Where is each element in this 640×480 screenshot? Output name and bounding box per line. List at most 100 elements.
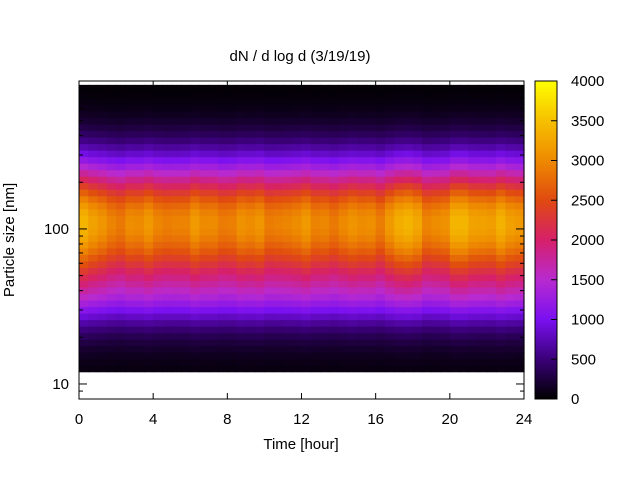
heatmap-cell — [394, 241, 405, 249]
heatmap-cell — [162, 208, 173, 216]
heatmap-cell — [264, 130, 275, 138]
heatmap-cell — [116, 326, 126, 334]
heatmap-cell — [264, 221, 275, 229]
heatmap-cell — [180, 137, 191, 145]
heatmap-cell — [477, 280, 488, 288]
heatmap-cell — [375, 241, 386, 249]
heatmap-cell — [477, 215, 488, 223]
heatmap-cell — [273, 130, 284, 138]
heatmap-cell — [282, 137, 293, 145]
heatmap-cell — [514, 339, 525, 347]
heatmap-cell — [440, 202, 451, 210]
heatmap-cell — [134, 260, 145, 268]
heatmap-cell — [459, 215, 469, 223]
heatmap-cell — [459, 104, 469, 112]
heatmap-cell — [375, 319, 386, 327]
heatmap-cell — [422, 234, 432, 242]
heatmap-cell — [301, 365, 312, 373]
heatmap-cell — [394, 104, 405, 112]
heatmap-cell — [292, 228, 303, 236]
heatmap-cell — [486, 234, 497, 242]
heatmap-cell — [338, 234, 349, 242]
heatmap-cell — [190, 143, 201, 151]
heatmap-cell — [394, 234, 405, 242]
heatmap-cell — [97, 345, 108, 353]
heatmap-cell — [153, 345, 164, 353]
heatmap-cell — [310, 150, 321, 158]
heatmap-cell — [255, 208, 266, 216]
heatmap-cell — [468, 241, 479, 249]
heatmap-cell — [255, 332, 266, 340]
heatmap-cell — [245, 91, 256, 99]
heatmap-cell — [412, 254, 423, 262]
heatmap-cell — [357, 299, 367, 308]
heatmap-cell — [459, 267, 469, 275]
heatmap-cell — [273, 234, 284, 242]
heatmap-cell — [190, 195, 201, 203]
heatmap-cell — [282, 345, 293, 353]
heatmap-cell — [180, 215, 191, 223]
heatmap-cell — [357, 97, 367, 106]
heatmap-cell — [162, 293, 173, 301]
heatmap-cell — [496, 97, 507, 106]
heatmap-cell — [199, 91, 210, 99]
heatmap-cell — [468, 306, 479, 314]
heatmap-cell — [347, 358, 358, 366]
heatmap-cell — [143, 234, 154, 242]
heatmap-cell — [301, 345, 312, 353]
heatmap-cell — [106, 293, 117, 301]
heatmap-cell — [301, 339, 312, 347]
heatmap-cell — [171, 137, 182, 145]
heatmap-cell — [310, 241, 321, 249]
heatmap-cell — [190, 352, 201, 360]
heatmap-cell — [116, 352, 126, 360]
heatmap-cell — [422, 313, 432, 321]
heatmap-cell — [440, 326, 451, 334]
heatmap-cell — [403, 254, 414, 262]
heatmap-cell — [227, 293, 238, 301]
heatmap-cell — [403, 189, 414, 197]
heatmap-cell — [301, 326, 312, 334]
heatmap-cell — [153, 97, 164, 106]
heatmap-cell — [431, 358, 442, 366]
heatmap-cell — [301, 123, 312, 132]
heatmap-cell — [412, 208, 423, 216]
heatmap-cell — [347, 267, 358, 275]
heatmap-cell — [264, 195, 275, 203]
heatmap-cell — [79, 228, 89, 236]
heatmap-cell — [199, 241, 210, 249]
heatmap-cell — [227, 267, 238, 275]
heatmap-cell — [338, 104, 349, 112]
heatmap-cell — [468, 286, 479, 295]
heatmap-cell — [236, 176, 247, 184]
heatmap-cell — [134, 339, 145, 347]
heatmap-cell — [357, 345, 367, 353]
heatmap-cell — [143, 365, 154, 373]
heatmap-cell — [116, 365, 126, 373]
heatmap-cell — [199, 319, 210, 327]
heatmap-cell — [134, 228, 145, 236]
heatmap-cell — [459, 130, 469, 138]
heatmap-cell — [403, 339, 414, 347]
heatmap-cell — [329, 208, 340, 216]
heatmap-cell — [245, 273, 256, 282]
heatmap-cell — [449, 293, 460, 301]
heatmap-cell — [218, 267, 228, 275]
heatmap-cell — [412, 117, 423, 125]
heatmap-cell — [180, 202, 191, 210]
heatmap-cell — [301, 254, 312, 262]
heatmap-cell — [449, 84, 460, 92]
heatmap-cell — [486, 84, 497, 92]
heatmap-cell — [366, 326, 377, 334]
heatmap-cell — [449, 273, 460, 282]
heatmap-cell — [468, 169, 479, 177]
heatmap-cell — [338, 143, 349, 151]
heatmap-cell — [273, 150, 284, 158]
heatmap-cell — [301, 84, 312, 92]
heatmap-cell — [153, 208, 164, 216]
heatmap-cell — [357, 286, 367, 295]
heatmap-cell — [310, 332, 321, 340]
heatmap-cell — [208, 169, 219, 177]
heatmap-cell — [431, 195, 442, 203]
